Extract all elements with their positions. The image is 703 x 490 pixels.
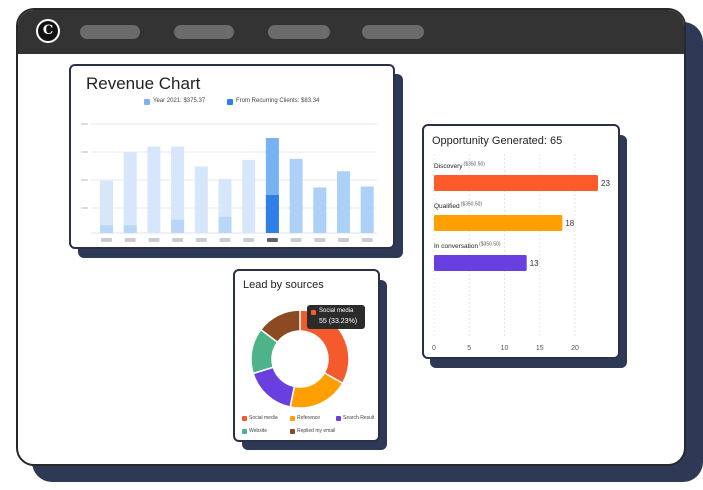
opportunity-bar-value-0: 23 bbox=[601, 179, 610, 188]
revenue-ytick-2 bbox=[81, 179, 88, 181]
revenue-bar-1 bbox=[123, 152, 137, 233]
revenue-xtick-4 bbox=[195, 238, 207, 242]
opportunity-bar-label-1: Qualified bbox=[434, 203, 460, 210]
opportunity-bar-label-2: In conversation bbox=[434, 243, 478, 250]
revenue-bar-recurring-1 bbox=[123, 225, 137, 233]
revenue-bar-9 bbox=[313, 187, 327, 233]
revenue-xtick-5 bbox=[219, 238, 231, 242]
revenue-bar-recurring-5 bbox=[218, 216, 232, 233]
revenue-xtick-1 bbox=[124, 238, 136, 242]
legend-recurring-swatch bbox=[227, 99, 233, 105]
opportunity-xtick-1: 5 bbox=[467, 345, 471, 352]
opportunity-bar-label-0: Discovery bbox=[434, 163, 463, 170]
donut-slice-1 bbox=[289, 371, 344, 409]
opportunity-xtick-2: 10 bbox=[501, 345, 509, 352]
tooltip-swatch bbox=[311, 310, 316, 315]
revenue-bar-recurring-3 bbox=[171, 219, 185, 233]
donut-slice-2 bbox=[252, 366, 296, 408]
tooltip-value: 55 (33.23%) bbox=[319, 318, 358, 325]
opportunity-bar-2 bbox=[434, 255, 527, 271]
donut-slice-4 bbox=[259, 309, 301, 344]
logo-letter: C bbox=[38, 21, 58, 41]
revenue-xtick-7 bbox=[266, 238, 278, 242]
leads-card: Lead by sources Social media 55 (33.23%)… bbox=[233, 269, 380, 442]
revenue-bar-recurring-0 bbox=[100, 225, 113, 233]
opportunity-card: Opportunity Generated: 65 0 5 10 15 20 Discov… bbox=[422, 124, 620, 359]
legend-year-label[interactable]: Year 2021: $375.37 bbox=[153, 98, 206, 104]
opportunity-bar-1 bbox=[434, 215, 563, 231]
nav-pill-3[interactable] bbox=[268, 25, 330, 39]
legend-website-label[interactable]: Website bbox=[249, 428, 267, 434]
legend-reference-label[interactable]: Reference bbox=[297, 415, 321, 421]
donut-tooltip: Social media 55 (33.23%) bbox=[307, 305, 365, 329]
revenue-xtick-9 bbox=[314, 238, 326, 242]
legend-search-label[interactable]: Search Result bbox=[343, 415, 375, 421]
revenue-bar-11 bbox=[360, 186, 374, 233]
opportunity-bar-0 bbox=[434, 175, 598, 191]
legend-recurring-label[interactable]: From Recurring Clients: $83.34 bbox=[236, 98, 320, 104]
revenue-bar-8 bbox=[289, 158, 303, 233]
app-logo[interactable]: C bbox=[36, 19, 60, 43]
legend-replied-swatch bbox=[290, 429, 295, 434]
revenue-bar-4 bbox=[194, 166, 208, 233]
revenue-bar-0 bbox=[100, 180, 113, 233]
revenue-ytick-0 bbox=[81, 123, 88, 125]
revenue-bar-10 bbox=[337, 171, 350, 233]
opportunity-xtick-3: 15 bbox=[536, 345, 544, 352]
revenue-bar-6 bbox=[242, 159, 256, 233]
opportunity-xtick-0: 0 bbox=[432, 345, 436, 352]
leads-title: Lead by sources bbox=[243, 279, 324, 291]
legend-year-swatch bbox=[144, 99, 150, 105]
opportunity-title: Opportunity Generated: 65 bbox=[432, 135, 563, 147]
revenue-xtick-2 bbox=[148, 238, 160, 242]
nav-pill-1[interactable] bbox=[80, 25, 140, 39]
revenue-card: Revenue Chart Year 2021: $375.37 From Re… bbox=[69, 64, 395, 249]
revenue-ytick-1 bbox=[81, 151, 88, 153]
revenue-xtick-6 bbox=[243, 238, 255, 242]
tooltip-label: Social media bbox=[319, 308, 354, 314]
revenue-bar-3 bbox=[171, 146, 185, 233]
opportunity-bar-note-1: ($350.50) bbox=[461, 202, 483, 208]
title-bar: C bbox=[18, 10, 684, 54]
revenue-xtick-10 bbox=[338, 238, 349, 242]
revenue-xtick-0 bbox=[101, 238, 112, 242]
opportunity-bar-value-1: 18 bbox=[565, 219, 574, 228]
opportunity-xtick-4: 20 bbox=[571, 345, 579, 352]
opportunity-bar-note-2: ($350.50) bbox=[479, 242, 501, 248]
legend-search-swatch bbox=[336, 416, 341, 421]
legend-social-swatch bbox=[242, 416, 247, 421]
revenue-ytick-3 bbox=[81, 207, 88, 209]
nav-pill-4[interactable] bbox=[362, 25, 424, 39]
revenue-xtick-11 bbox=[361, 238, 373, 242]
revenue-bar-2 bbox=[147, 146, 161, 233]
revenue-bar-chart bbox=[81, 123, 377, 242]
legend-social-label[interactable]: Social media bbox=[249, 415, 278, 421]
revenue-title: Revenue Chart bbox=[86, 74, 201, 93]
revenue-xtick-8 bbox=[290, 238, 302, 242]
nav-pill-2[interactable] bbox=[174, 25, 234, 39]
legend-replied-label[interactable]: Replied my email bbox=[297, 428, 336, 434]
revenue-xtick-3 bbox=[172, 238, 184, 242]
revenue-bar-recurring-7 bbox=[265, 195, 279, 233]
legend-website-swatch bbox=[242, 429, 247, 434]
opportunity-bar-note-0: ($350.50) bbox=[464, 162, 486, 168]
opportunity-bar-value-2: 13 bbox=[530, 259, 539, 268]
legend-reference-swatch bbox=[290, 416, 295, 421]
